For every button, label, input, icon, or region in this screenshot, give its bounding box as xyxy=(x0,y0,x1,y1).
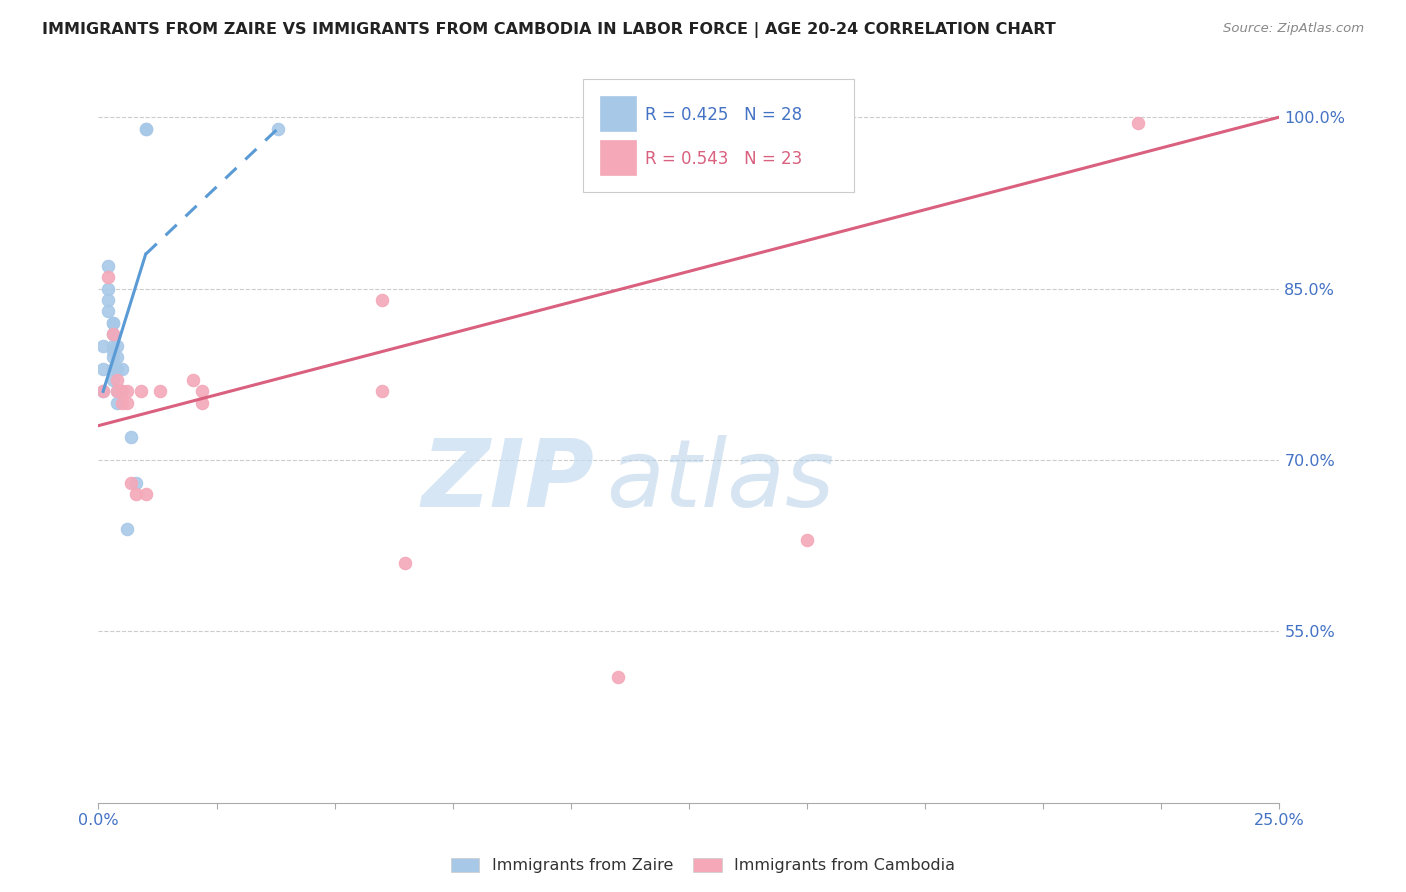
Point xyxy=(115,396,138,410)
Point xyxy=(105,338,128,352)
Point xyxy=(111,396,134,410)
Point xyxy=(121,430,143,444)
Point xyxy=(105,361,128,376)
Point xyxy=(105,384,128,399)
Point xyxy=(101,361,124,376)
Text: Source: ZipAtlas.com: Source: ZipAtlas.com xyxy=(1223,22,1364,36)
Point xyxy=(125,487,148,501)
FancyBboxPatch shape xyxy=(582,78,855,192)
Point xyxy=(91,361,114,376)
Point xyxy=(105,350,128,364)
Point xyxy=(97,270,120,285)
Point xyxy=(97,281,120,295)
Point xyxy=(371,384,394,399)
Point xyxy=(371,293,394,307)
Point xyxy=(105,384,128,399)
Point xyxy=(191,396,214,410)
Point xyxy=(135,121,157,136)
Text: IMMIGRANTS FROM ZAIRE VS IMMIGRANTS FROM CAMBODIA IN LABOR FORCE | AGE 20-24 COR: IMMIGRANTS FROM ZAIRE VS IMMIGRANTS FROM… xyxy=(42,22,1056,38)
Point xyxy=(101,373,124,387)
Point xyxy=(101,350,124,364)
Point xyxy=(111,384,134,399)
Point xyxy=(115,384,138,399)
Point xyxy=(267,121,290,136)
Point xyxy=(101,338,124,352)
Point xyxy=(111,361,134,376)
Text: R = 0.543   N = 23: R = 0.543 N = 23 xyxy=(645,150,803,168)
Text: ZIP: ZIP xyxy=(422,435,595,527)
Bar xyxy=(600,140,636,175)
Point xyxy=(129,384,152,399)
Point xyxy=(91,338,114,352)
Point xyxy=(607,670,630,684)
Text: atlas: atlas xyxy=(606,435,835,526)
Point xyxy=(97,293,120,307)
Point xyxy=(97,304,120,318)
Point xyxy=(135,487,157,501)
Point xyxy=(1126,116,1149,130)
Point xyxy=(101,316,124,330)
Point xyxy=(125,475,148,490)
Point xyxy=(135,121,157,136)
Point xyxy=(91,384,114,399)
Point xyxy=(191,384,214,399)
Point xyxy=(796,533,818,547)
Point xyxy=(149,384,172,399)
Point xyxy=(101,344,124,359)
Point xyxy=(101,316,124,330)
Text: R = 0.425   N = 28: R = 0.425 N = 28 xyxy=(645,106,803,124)
Point xyxy=(91,384,114,399)
Point xyxy=(101,327,124,342)
Point xyxy=(394,556,416,570)
Point xyxy=(111,384,134,399)
Point xyxy=(105,396,128,410)
Point xyxy=(101,327,124,342)
Point xyxy=(105,373,128,387)
Point xyxy=(121,475,143,490)
Point xyxy=(115,521,138,535)
Point xyxy=(97,259,120,273)
Point xyxy=(181,373,204,387)
Legend: Immigrants from Zaire, Immigrants from Cambodia: Immigrants from Zaire, Immigrants from C… xyxy=(444,851,962,880)
Bar xyxy=(600,96,636,131)
